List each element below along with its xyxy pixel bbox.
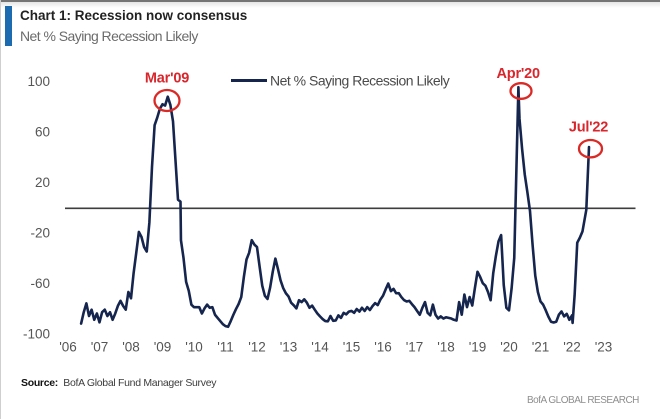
svg-text:'16: '16 [374, 340, 392, 355]
svg-text:'10: '10 [185, 340, 203, 355]
svg-text:'23: '23 [595, 340, 613, 355]
svg-text:'08: '08 [122, 340, 140, 355]
svg-text:20: 20 [35, 175, 50, 190]
svg-text:-20: -20 [30, 226, 50, 241]
svg-text:Mar'09: Mar'09 [145, 71, 189, 87]
svg-text:'11: '11 [217, 340, 234, 355]
svg-text:'15: '15 [343, 340, 361, 355]
svg-text:'21: '21 [532, 340, 550, 355]
svg-text:'18: '18 [437, 340, 455, 355]
svg-text:'20: '20 [500, 340, 518, 355]
svg-text:'19: '19 [469, 340, 487, 355]
svg-text:'13: '13 [280, 340, 298, 355]
svg-text:Jul'22: Jul'22 [569, 120, 608, 136]
svg-text:'09: '09 [154, 340, 172, 355]
svg-text:Apr'20: Apr'20 [497, 66, 540, 82]
svg-text:100: 100 [27, 74, 50, 89]
svg-text:-100: -100 [23, 327, 50, 342]
svg-text:'22: '22 [563, 340, 581, 355]
svg-text:-60: -60 [30, 276, 50, 291]
svg-text:'06: '06 [59, 340, 77, 355]
svg-text:'17: '17 [406, 340, 424, 355]
svg-text:'14: '14 [311, 340, 329, 355]
svg-text:'07: '07 [91, 340, 109, 355]
svg-text:Net % Saying Recession Likely: Net % Saying Recession Likely [270, 73, 450, 89]
svg-text:'12: '12 [248, 340, 266, 355]
svg-text:60: 60 [35, 124, 50, 139]
